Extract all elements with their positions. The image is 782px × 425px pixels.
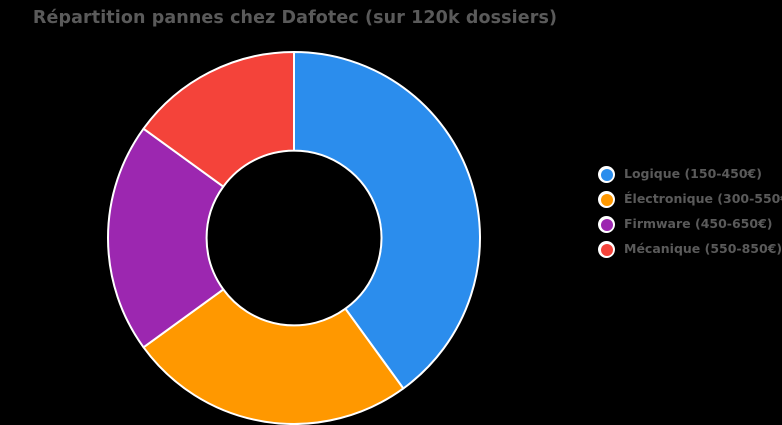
legend-swatch-mecanique [598,241,615,258]
donut-slice[interactable] [107,127,225,349]
legend-dot-electronique [600,193,613,206]
legend-item-logique[interactable]: Logique (150-450€) [598,163,778,186]
donut-slice[interactable] [293,51,481,390]
legend-label-mecanique: Mécanique (550-850€) [624,241,782,257]
donut-slice-group [107,51,481,425]
legend-label-electronique: Électronique (300-550€) [624,191,782,207]
legend-item-electronique[interactable]: Électronique (300-550€) [598,188,782,211]
donut-chart [107,51,481,425]
legend-swatch-logique [598,166,615,183]
legend-label-logique: Logique (150-450€) [624,166,762,182]
legend-swatch-electronique [598,191,615,208]
chart-legend: Logique (150-450€) Électronique (300-550… [598,163,782,263]
legend-dot-mecanique [600,243,613,256]
legend-dot-firmware [600,218,613,231]
legend-item-firmware[interactable]: Firmware (450-650€) [598,213,778,236]
donut-chart-svg [107,51,481,425]
legend-item-mecanique[interactable]: Mécanique (550-850€) [598,238,782,261]
donut-slice[interactable] [142,288,405,425]
legend-swatch-firmware [598,216,615,233]
chart-title: Répartition pannes chez Dafotec (sur 120… [32,8,558,28]
legend-label-firmware: Firmware (450-650€) [624,216,773,232]
legend-dot-logique [600,168,613,181]
donut-slice[interactable] [142,51,295,188]
